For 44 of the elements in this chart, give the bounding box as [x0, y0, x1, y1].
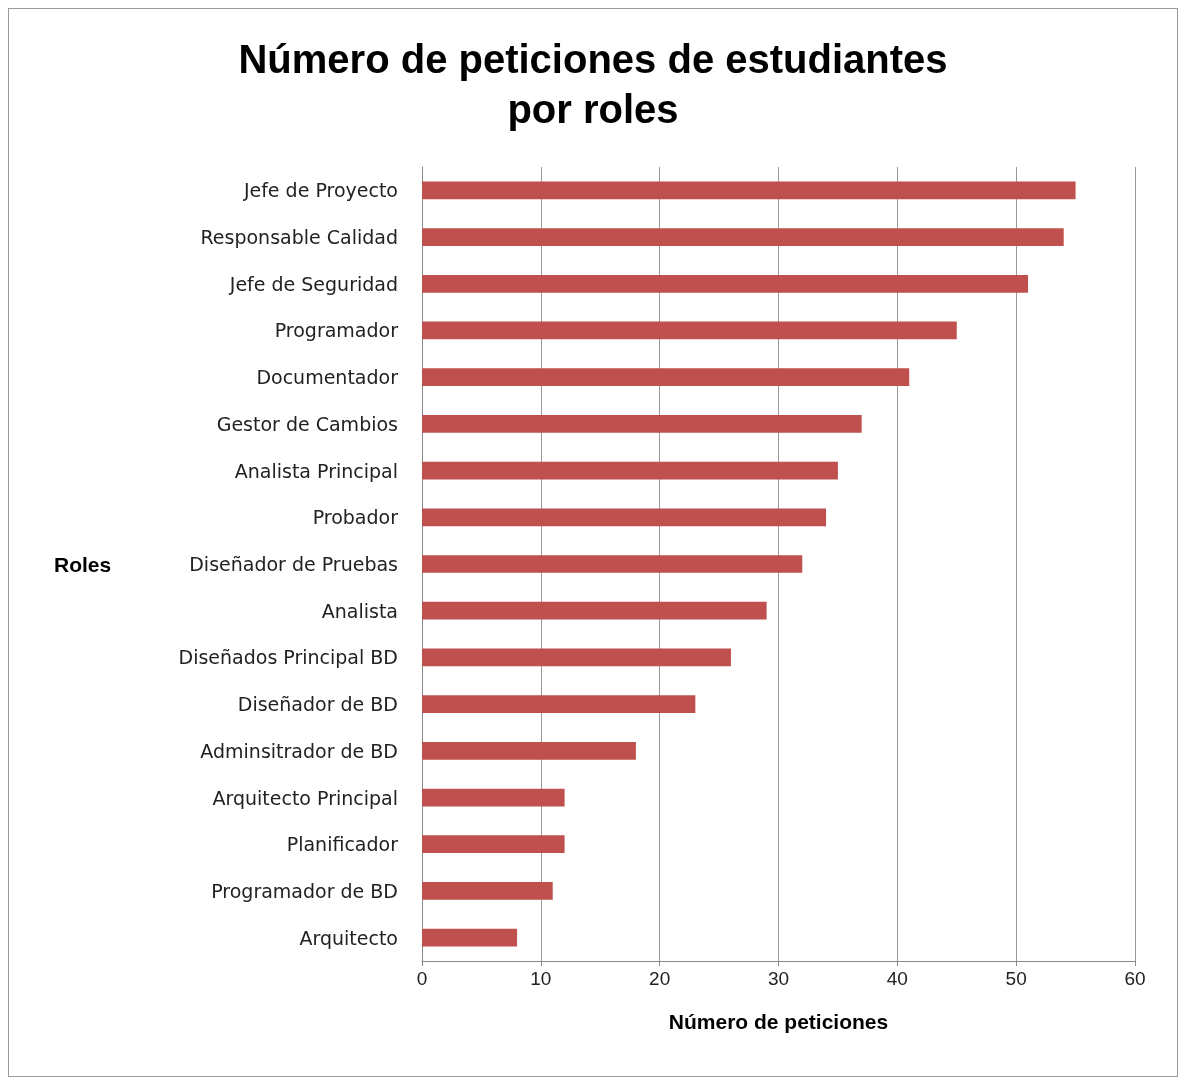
y-tick-label: Programador — [274, 319, 399, 342]
x-tick-label: 40 — [886, 968, 908, 989]
y-tick-label: Arquitecto Principal — [212, 786, 398, 809]
y-tick-label: Adminsitrador de BD — [200, 739, 398, 762]
y-tick-label: Responsable Calidad — [200, 226, 398, 249]
y-tick-label: Planificador — [286, 833, 399, 856]
bar — [422, 882, 553, 900]
bar — [422, 648, 731, 667]
bar — [422, 601, 767, 620]
y-tick-label: Jefe de Proyecto — [242, 179, 398, 202]
bar — [422, 181, 1076, 200]
bar — [422, 321, 957, 340]
x-tick-label: 50 — [1005, 968, 1027, 989]
x-axis-title: Número de peticiones — [668, 1010, 889, 1033]
y-tick-label: Diseñados Principal BD — [178, 646, 398, 669]
bar — [422, 555, 803, 573]
x-tick-label: 60 — [1124, 968, 1146, 989]
y-tick-label: Analista Principal — [234, 459, 398, 482]
chart-title: Número de peticiones de estudiantes por roles — [238, 37, 948, 131]
bar — [422, 928, 518, 947]
bar — [422, 508, 827, 527]
x-tick-label: 20 — [649, 968, 671, 989]
bar — [422, 228, 1064, 246]
y-axis-title: Roles — [54, 553, 112, 576]
y-tick-label: Probador — [312, 506, 399, 529]
bar — [422, 415, 862, 433]
bar — [422, 368, 910, 387]
y-tick-label: Programador de BD — [211, 879, 398, 902]
bar — [422, 274, 1029, 293]
y-tick-label: Gestor de Cambios — [216, 412, 398, 435]
x-tick-label: 30 — [767, 968, 790, 989]
bar — [422, 788, 565, 807]
bar — [422, 835, 565, 854]
y-tick-label: Diseñador de BD — [237, 693, 398, 716]
y-tick-label: Diseñador de Pruebas — [189, 553, 398, 575]
y-tick-label: Documentador — [256, 366, 399, 389]
y-tick-label: Analista — [321, 599, 398, 622]
y-tick-label: Jefe de Seguridad — [228, 272, 398, 295]
bar — [422, 741, 636, 760]
bar — [422, 695, 696, 713]
bar — [422, 461, 838, 480]
x-tick-label: 10 — [530, 968, 552, 989]
y-tick-label: Arquitecto — [299, 926, 398, 949]
x-tick-label: 0 — [416, 968, 428, 989]
